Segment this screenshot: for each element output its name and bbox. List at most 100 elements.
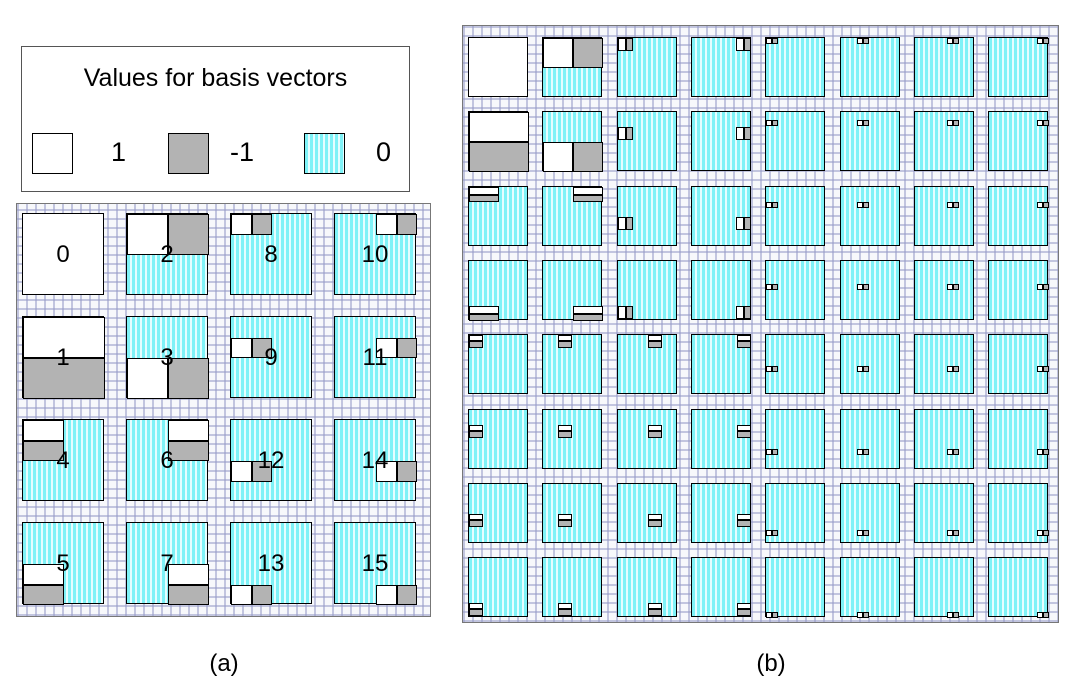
negative-block — [23, 440, 64, 461]
positive-block — [766, 119, 772, 126]
positive-block — [231, 214, 252, 235]
negative-block — [953, 202, 959, 209]
positive-block — [469, 335, 483, 342]
positive-block — [648, 603, 662, 610]
tile-index-label: 5 — [56, 550, 70, 577]
positive-block — [947, 284, 953, 291]
basis-tile — [765, 483, 825, 543]
positive-block — [231, 461, 252, 482]
negative-block — [251, 584, 272, 605]
positive-block — [857, 202, 863, 209]
basis-tile — [840, 557, 900, 618]
basis-tile — [617, 260, 677, 320]
positive-block — [1037, 284, 1043, 291]
negative-block — [772, 365, 778, 372]
positive-block — [947, 448, 953, 455]
negative-block — [863, 365, 869, 372]
positive-block — [23, 317, 105, 358]
tile-index-label: 12 — [257, 447, 285, 474]
basis-tile: 9 — [230, 316, 312, 398]
negative-block — [469, 520, 483, 527]
positive-block — [231, 337, 252, 358]
tile-index-label: 14 — [361, 447, 389, 474]
negative-block — [1043, 530, 1049, 537]
negative-block — [1043, 448, 1049, 455]
positive-block — [23, 420, 64, 441]
positive-block — [168, 564, 209, 585]
basis-tile — [840, 37, 900, 97]
negative-block — [953, 119, 959, 126]
basis-tile — [988, 334, 1049, 394]
basis-tile — [691, 111, 752, 171]
negative-block — [469, 341, 483, 348]
legend-value-one: 1 — [111, 137, 127, 167]
negative-block — [863, 119, 869, 126]
basis-tile — [468, 260, 528, 321]
positive-block — [618, 38, 626, 51]
basis-tile: 11 — [334, 316, 417, 398]
negative-block — [168, 440, 209, 461]
legend-swatch-white — [32, 133, 73, 174]
basis-tile — [542, 334, 602, 394]
positive-block — [737, 425, 751, 432]
positive-block — [736, 217, 744, 230]
tile-index-label: 8 — [264, 241, 278, 268]
basis-tile — [468, 409, 528, 469]
basis-tile — [691, 186, 752, 246]
basis-tile — [914, 409, 974, 469]
negative-block — [737, 341, 751, 348]
negative-block — [863, 284, 869, 291]
positive-block — [947, 365, 953, 372]
basis-tile: 6 — [126, 419, 209, 501]
tile-index-label: 11 — [362, 344, 388, 371]
basis-tile: 2 — [126, 213, 209, 295]
panel-b-basis-grid — [462, 25, 1059, 623]
negative-block — [558, 520, 572, 527]
basis-tile — [914, 483, 974, 543]
basis-tile — [542, 111, 603, 172]
basis-tile: 5 — [22, 522, 104, 605]
negative-block — [953, 448, 959, 455]
basis-tile: 14 — [334, 419, 417, 501]
basis-tile — [542, 260, 603, 321]
tile-index-label: 7 — [160, 550, 174, 577]
negative-block — [737, 520, 751, 527]
basis-tile — [988, 186, 1049, 246]
negative-block — [863, 448, 869, 455]
basis-tile — [542, 557, 602, 617]
basis-tile — [617, 111, 677, 171]
basis-tile — [765, 186, 825, 246]
basis-tile — [691, 334, 751, 394]
negative-block — [558, 341, 572, 348]
positive-block — [857, 530, 863, 537]
legend-value-minus-one: -1 — [230, 137, 255, 167]
negative-block — [1043, 365, 1049, 372]
negative-block — [1043, 202, 1049, 209]
negative-block — [1043, 284, 1049, 291]
basis-tile — [617, 334, 677, 394]
negative-block — [469, 609, 483, 616]
negative-block — [863, 202, 869, 209]
basis-tile — [840, 409, 900, 469]
basis-tile — [542, 186, 603, 246]
positive-block — [736, 38, 744, 51]
basis-tile — [542, 37, 603, 97]
positive-block — [766, 284, 772, 291]
positive-block — [648, 425, 662, 432]
negative-block — [573, 194, 603, 202]
tile-index-label: 6 — [160, 447, 174, 474]
positive-block — [618, 306, 626, 319]
positive-block — [737, 603, 751, 610]
positive-block — [469, 603, 483, 610]
negative-block — [953, 38, 959, 44]
positive-block — [376, 337, 397, 358]
basis-tile — [691, 260, 752, 320]
negative-block — [469, 313, 499, 321]
basis-tile — [765, 409, 825, 469]
basis-tile — [914, 260, 974, 320]
positive-block — [1037, 365, 1043, 372]
positive-block — [857, 365, 863, 372]
basis-tile: 8 — [230, 213, 312, 295]
positive-block — [947, 202, 953, 209]
legend-box: Values for basis vectors 1 -1 0 — [21, 46, 410, 192]
